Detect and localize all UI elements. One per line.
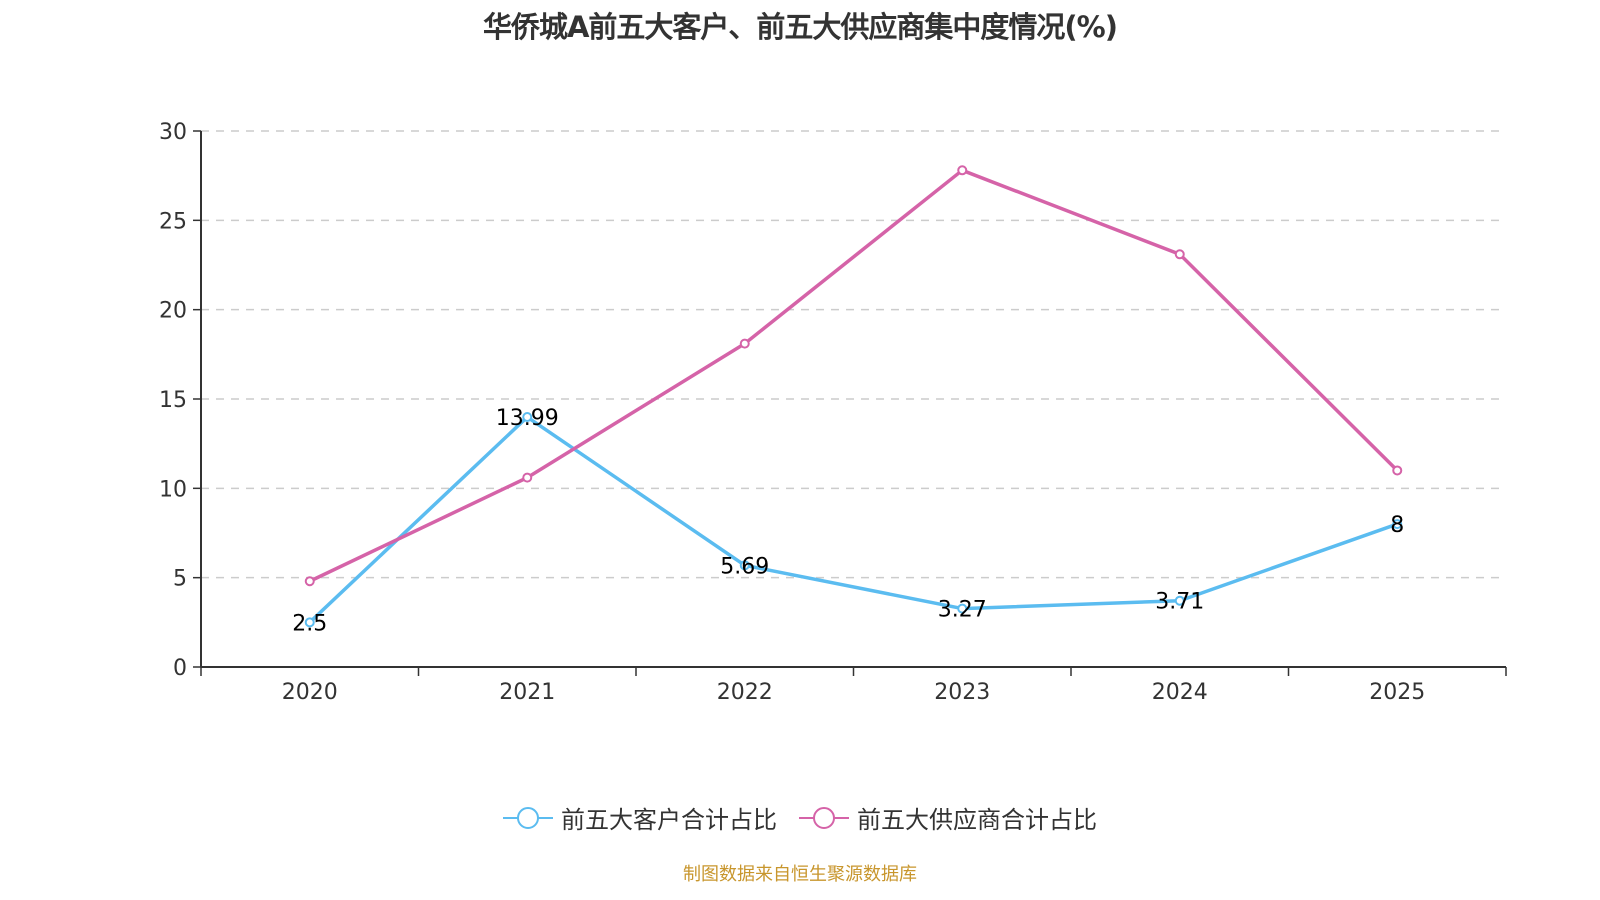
x-tick-label: 2022 — [717, 680, 773, 705]
data-point — [739, 560, 750, 571]
y-tick-label: 15 — [159, 388, 187, 413]
legend-item-suppliers[interactable]: 前五大供应商合计占比 — [799, 800, 1097, 835]
data-point — [522, 412, 533, 423]
data-label: 2.5 — [292, 611, 327, 636]
x-tick-label: 2024 — [1152, 680, 1208, 705]
source-note: 制图数据来自恒生聚源数据库 — [683, 864, 917, 885]
y-tick-label: 0 — [173, 656, 187, 681]
legend-label-suppliers: 前五大供应商合计占比 — [857, 806, 1097, 834]
x-tick-label: 2025 — [1369, 680, 1425, 705]
data-label: 13.99 — [496, 406, 559, 431]
x-tick-label: 2021 — [499, 680, 555, 705]
data-label: 8 — [1390, 513, 1404, 538]
legend: 前五大客户合计占比 前五大供应商合计占比 — [0, 800, 1600, 835]
series-line-1 — [308, 168, 1399, 583]
series — [304, 165, 1403, 628]
data-point — [1392, 465, 1403, 476]
y-tick-label: 30 — [159, 120, 187, 145]
data-point — [304, 576, 315, 587]
y-tick-label: 25 — [159, 209, 187, 234]
data-label: 5.69 — [720, 554, 769, 579]
gridlines — [201, 130, 1506, 579]
x-tick-label: 2023 — [934, 680, 990, 705]
data-point — [304, 617, 315, 628]
data-point — [957, 165, 968, 176]
data-point — [1174, 249, 1185, 260]
x-tick-label: 2020 — [282, 680, 338, 705]
data-point — [739, 338, 750, 349]
data-label: 3.71 — [1155, 590, 1204, 615]
y-tick-label: 20 — [159, 299, 187, 324]
data-point — [1174, 595, 1185, 606]
legend-marker-customers-icon — [503, 806, 553, 829]
chart-title: 华侨城A前五大客户、前五大供应商集中度情况(%) — [482, 10, 1118, 44]
data-labels: 2.5 13.99 5.69 3.27 3.71 8 — [292, 406, 1404, 636]
legend-item-customers[interactable]: 前五大客户合计占比 — [503, 800, 777, 835]
data-point — [522, 472, 533, 483]
data-point — [1392, 519, 1403, 530]
data-label: 3.27 — [938, 598, 987, 623]
data-point — [957, 603, 968, 614]
y-tick-label: 5 — [173, 567, 187, 592]
legend-label-customers: 前五大客户合计占比 — [561, 806, 777, 834]
y-tick-label: 10 — [159, 477, 187, 502]
series-line-0 — [308, 415, 1398, 624]
legend-marker-suppliers-icon — [799, 806, 849, 829]
